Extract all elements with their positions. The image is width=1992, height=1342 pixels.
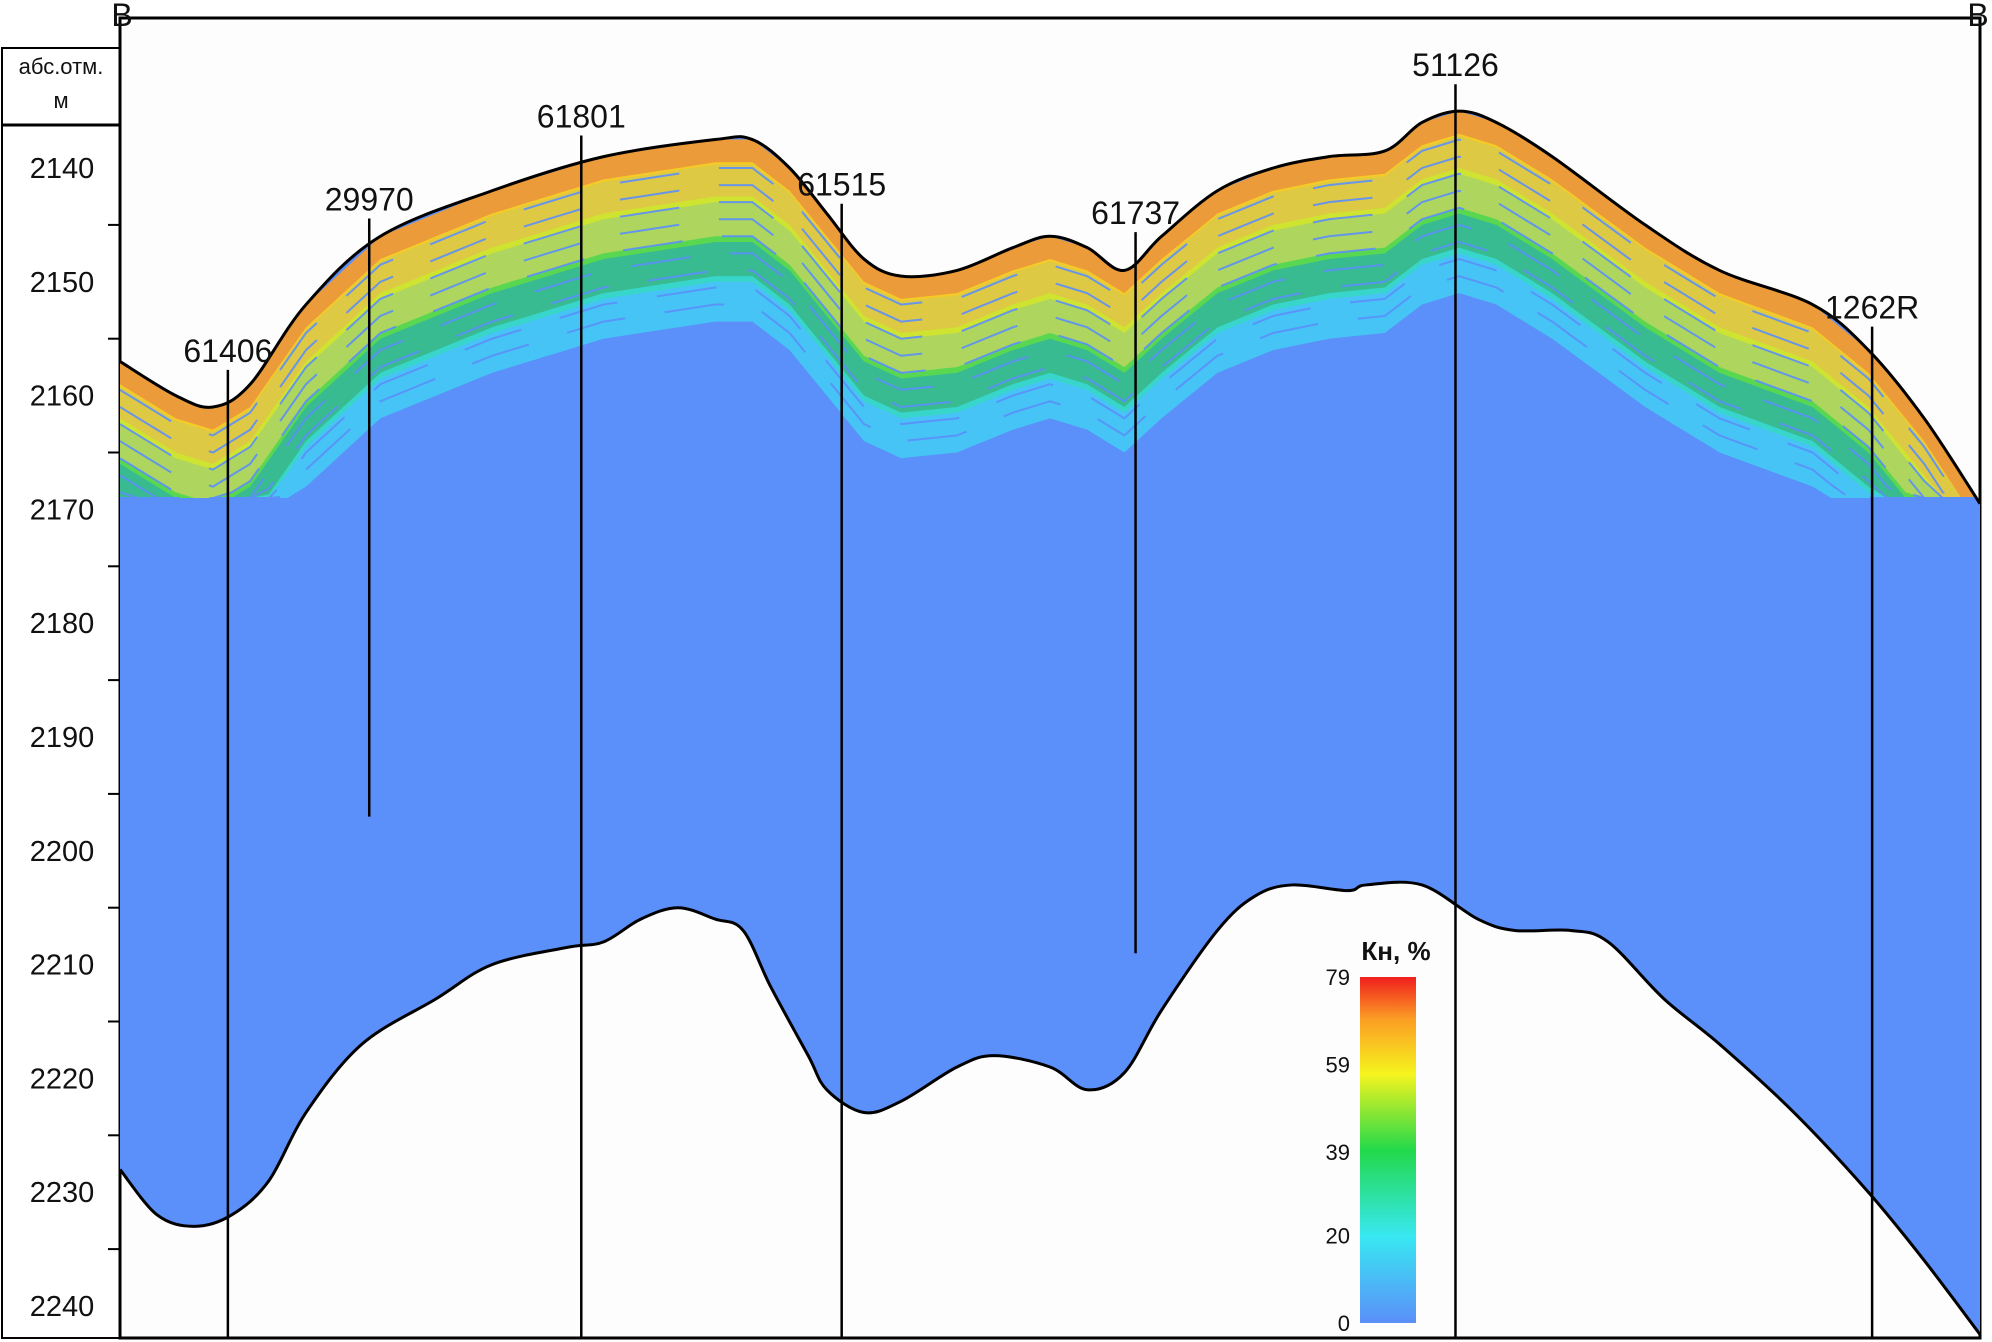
well-61515[interactable]: 61515: [797, 167, 886, 1338]
well-51126[interactable]: 51126: [1412, 47, 1499, 1338]
depth-tick-label: 2240: [30, 1291, 95, 1323]
well-label: 61406: [183, 333, 272, 369]
depth-tick-label: 2190: [30, 722, 95, 754]
well-29970[interactable]: 29970: [325, 182, 414, 817]
corner-label-left: В: [111, 0, 132, 33]
depth-tick-label: 2230: [30, 1177, 95, 1209]
well-label: 1262R: [1825, 290, 1919, 326]
depth-tick-label: 2140: [30, 153, 95, 185]
depth-tick-label: 2210: [30, 950, 95, 982]
well-label: 29970: [325, 182, 414, 218]
shale-streak: [120, 257, 1980, 500]
depth-tick-label: 2160: [30, 381, 95, 413]
well-61406[interactable]: 61406: [183, 333, 272, 1338]
well-61801[interactable]: 61801: [537, 98, 626, 1338]
well-61737[interactable]: 61737: [1091, 195, 1180, 954]
porosity-bands: [120, 111, 1980, 500]
top-surface-line: [119, 109, 1982, 505]
legend-ticks: 79 59 39 20 0: [1326, 965, 1350, 1336]
shale-streak: [120, 206, 1980, 500]
well-label: 61515: [797, 167, 886, 203]
wells: 61406 29970 61801 61515 61737 51126 1262R: [183, 47, 1919, 1338]
reservoir-body: [120, 111, 1980, 1335]
depth-axis-ticks: 2140 2150 2160 2170 2180 2190 2200 2210 2220 2230…: [30, 153, 120, 1323]
legend-tick-label: 79: [1326, 965, 1350, 990]
depth-axis: абс.отм. м 21402150216021702180219022002…: [1, 47, 121, 1339]
depth-axis-header-line1: абс.отм.: [19, 54, 104, 79]
legend-tick-label: 20: [1326, 1223, 1350, 1248]
shale-streak: [120, 275, 1980, 500]
well-label: 61801: [537, 98, 626, 134]
depth-tick-label: 2200: [30, 836, 95, 868]
shale-streak: [120, 155, 1980, 500]
legend-tick-label: 59: [1326, 1053, 1350, 1078]
legend-tick-label: 39: [1326, 1140, 1350, 1165]
depth-axis-header-line2: м: [53, 88, 68, 113]
depth-tick-label: 2170: [30, 494, 95, 526]
well-label: 61737: [1091, 195, 1180, 231]
shale-streak: [120, 189, 1980, 500]
shale-streak: [120, 138, 1980, 500]
legend-colorbar: [1360, 977, 1416, 1323]
legend-tick-label: 0: [1338, 1311, 1350, 1336]
well-label: 51126: [1412, 47, 1499, 83]
depth-tick-label: 2150: [30, 267, 95, 299]
corner-label-right: В: [1967, 0, 1988, 33]
depth-axis-frame: [1, 47, 121, 1339]
legend-title: Кн, %: [1361, 936, 1430, 966]
well-1262R[interactable]: 1262R: [1825, 290, 1919, 1338]
porosity-layer: [120, 207, 1980, 499]
depth-tick-label: 2180: [30, 608, 95, 640]
shale-streak: [120, 172, 1980, 500]
bottom-surface-line: [118, 880, 1982, 1336]
legend: Кн, % 79 59 39 20 0: [1326, 936, 1431, 1336]
depth-tick-label: 2220: [30, 1063, 95, 1095]
